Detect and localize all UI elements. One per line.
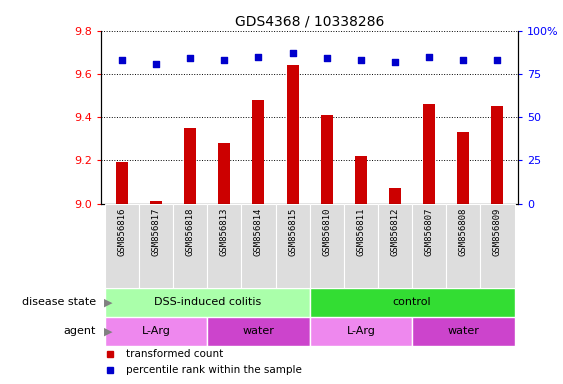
Text: GSM856813: GSM856813 xyxy=(220,208,229,256)
Text: water: water xyxy=(448,326,479,336)
Point xyxy=(186,55,195,61)
Bar xyxy=(150,201,162,204)
Bar xyxy=(423,104,435,204)
Bar xyxy=(412,317,515,346)
Bar xyxy=(310,204,344,288)
Bar xyxy=(207,204,242,288)
Point xyxy=(288,50,297,56)
Text: L-Arg: L-Arg xyxy=(346,326,376,336)
Text: ▶: ▶ xyxy=(104,297,113,308)
Bar xyxy=(491,106,503,204)
Text: GSM856807: GSM856807 xyxy=(425,208,434,256)
Bar xyxy=(355,156,367,204)
Point xyxy=(151,61,160,67)
Bar xyxy=(389,189,401,204)
Bar xyxy=(344,204,378,288)
Title: GDS4368 / 10338286: GDS4368 / 10338286 xyxy=(235,14,385,28)
Bar xyxy=(184,128,196,204)
Text: water: water xyxy=(243,326,274,336)
Text: GSM856808: GSM856808 xyxy=(459,208,468,256)
Point xyxy=(356,57,365,63)
Text: agent: agent xyxy=(63,326,96,336)
Point xyxy=(322,55,331,61)
Text: GSM856818: GSM856818 xyxy=(186,208,195,256)
Bar xyxy=(321,115,333,204)
Text: DSS-induced colitis: DSS-induced colitis xyxy=(154,297,261,308)
Bar xyxy=(457,132,470,204)
Bar xyxy=(218,143,230,204)
Bar xyxy=(139,204,173,288)
Bar xyxy=(480,204,515,288)
Point xyxy=(220,57,229,63)
Text: control: control xyxy=(393,297,431,308)
Bar xyxy=(173,204,207,288)
Text: GSM856814: GSM856814 xyxy=(254,208,263,256)
Text: GSM856810: GSM856810 xyxy=(322,208,331,256)
Text: transformed count: transformed count xyxy=(126,349,224,359)
Text: GSM856816: GSM856816 xyxy=(117,208,126,256)
Bar xyxy=(378,204,412,288)
Bar xyxy=(275,204,310,288)
Text: percentile rank within the sample: percentile rank within the sample xyxy=(126,365,302,375)
Point xyxy=(254,54,263,60)
Text: GSM856811: GSM856811 xyxy=(356,208,365,256)
Bar xyxy=(310,288,515,317)
Bar xyxy=(412,204,446,288)
Text: disease state: disease state xyxy=(21,297,96,308)
Bar xyxy=(252,100,265,204)
Point xyxy=(459,57,468,63)
Text: GSM856815: GSM856815 xyxy=(288,208,297,256)
Bar xyxy=(105,288,310,317)
Bar xyxy=(446,204,480,288)
Point xyxy=(391,59,400,65)
Point xyxy=(425,54,434,60)
Point xyxy=(493,57,502,63)
Bar xyxy=(310,317,412,346)
Text: L-Arg: L-Arg xyxy=(141,326,171,336)
Point xyxy=(117,57,126,63)
Text: GSM856812: GSM856812 xyxy=(391,208,400,256)
Text: GSM856809: GSM856809 xyxy=(493,208,502,256)
Bar xyxy=(242,204,275,288)
Bar xyxy=(116,162,128,204)
Bar xyxy=(207,317,310,346)
Bar xyxy=(105,204,139,288)
Bar xyxy=(105,317,207,346)
Bar xyxy=(287,65,298,204)
Text: GSM856817: GSM856817 xyxy=(151,208,160,256)
Text: ▶: ▶ xyxy=(104,326,113,336)
